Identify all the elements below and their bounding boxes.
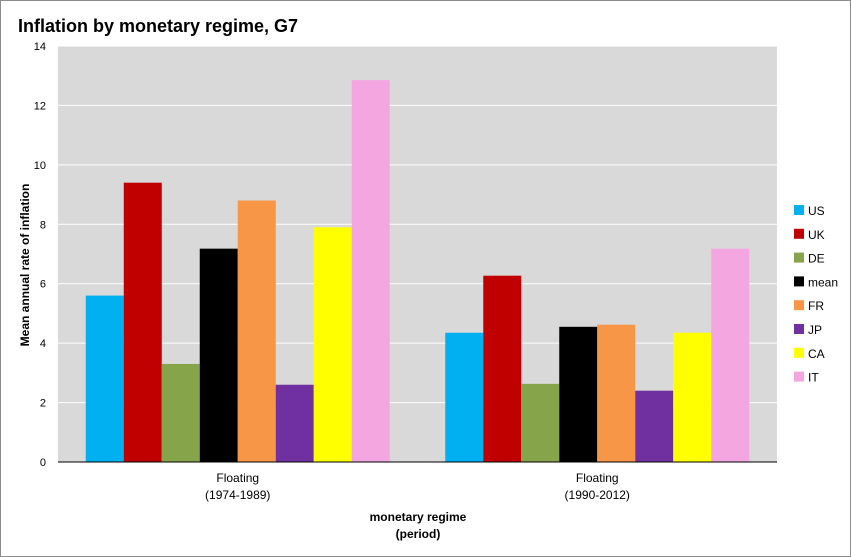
y-tick-label: 8 — [40, 219, 46, 231]
y-axis-label: Mean annual rate of inflation — [18, 184, 32, 347]
x-category-label: (1974-1989) — [205, 488, 270, 502]
y-tick-label: 10 — [34, 160, 46, 172]
gridlines — [58, 45, 777, 404]
y-tick-label: 0 — [40, 457, 46, 469]
bar-mean-1 — [199, 248, 238, 462]
legend-swatch-mean — [794, 276, 804, 287]
y-tick-label: 2 — [40, 398, 46, 410]
legend-swatch-DE — [794, 252, 804, 263]
y-tick-label: 6 — [40, 279, 46, 291]
legend-swatch-CA — [794, 347, 804, 358]
bar-US-2 — [445, 332, 484, 462]
legend-label-mean: mean — [808, 275, 838, 289]
x-category-label: (1990-2012) — [565, 488, 630, 502]
bar-CA-2 — [673, 332, 712, 462]
y-tick-label: 14 — [34, 41, 46, 53]
legend-swatch-US — [794, 205, 804, 215]
x-axis-label-line1: monetary regime — [370, 510, 467, 524]
x-category-label: Floating — [216, 471, 259, 485]
bar-DE-1 — [161, 363, 200, 462]
legend-label-US: US — [808, 204, 825, 218]
bar-IT-2 — [711, 248, 750, 462]
legend-swatch-JP — [794, 324, 804, 334]
bar-FR-2 — [597, 324, 636, 462]
bar-UK-2 — [483, 275, 522, 462]
bar-JP-1 — [275, 384, 314, 462]
legend-label-UK: UK — [808, 228, 825, 242]
y-tick-labels: 0 2 4 6 8 10 12 14 — [34, 41, 46, 469]
bar-FR-1 — [237, 200, 276, 462]
x-axis-label-line2: (period) — [396, 527, 441, 541]
legend: US UK DE mean FR JP CA IT — [794, 204, 838, 385]
legend-label-IT: IT — [808, 371, 819, 385]
x-category-labels: Floating (1974-1989) Floating (1990-2012) — [205, 471, 630, 502]
bar-mean-2 — [559, 326, 598, 462]
y-tick-label: 12 — [34, 100, 46, 112]
legend-swatch-UK — [794, 228, 804, 239]
legend-label-JP: JP — [808, 323, 822, 337]
legend-label-DE: DE — [808, 252, 825, 266]
chart-title: Inflation by monetary regime, G7 — [18, 16, 298, 36]
bar-DE-2 — [521, 383, 560, 462]
x-category-label: Floating — [576, 471, 619, 485]
bar-JP-2 — [635, 390, 674, 462]
legend-swatch-FR — [794, 300, 804, 311]
bar-IT-1 — [351, 80, 390, 463]
bar-US-1 — [85, 295, 124, 462]
legend-swatch-IT — [794, 371, 804, 382]
bars — [85, 80, 750, 463]
bar-CA-1 — [313, 227, 352, 462]
y-tick-label: 4 — [40, 338, 46, 350]
legend-label-FR: FR — [808, 299, 824, 313]
bar-UK-1 — [123, 182, 162, 462]
legend-label-CA: CA — [808, 347, 825, 361]
